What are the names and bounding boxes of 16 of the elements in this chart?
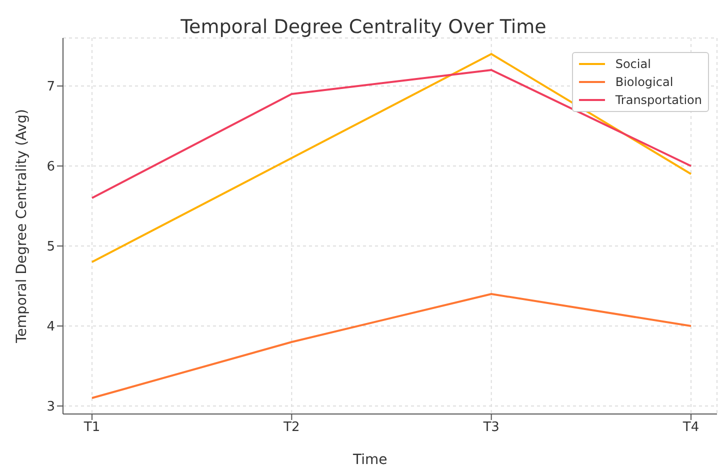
legend-label: Transportation [615, 93, 702, 107]
line-series [91, 293, 692, 399]
y-tick-label: 4 [46, 320, 55, 335]
x-tick-label: T4 [682, 420, 700, 436]
y-tick-label: 3 [46, 400, 55, 415]
chart-title: Temporal Degree Centrality Over Time [180, 16, 548, 38]
x-axis-title: Time [352, 452, 388, 468]
legend-label: Social [615, 57, 651, 71]
x-tick-label: T1 [82, 420, 100, 436]
y-tick-label: 7 [46, 80, 55, 95]
x-tick-label: T2 [282, 420, 300, 436]
y-tick-label: 5 [46, 240, 55, 255]
y-axis-title: Temporal Degree Centrality (Avg) [14, 109, 30, 344]
legend-label: Biological [615, 75, 674, 89]
x-tick-label: T3 [482, 420, 500, 436]
y-tick-label: 6 [46, 160, 55, 175]
